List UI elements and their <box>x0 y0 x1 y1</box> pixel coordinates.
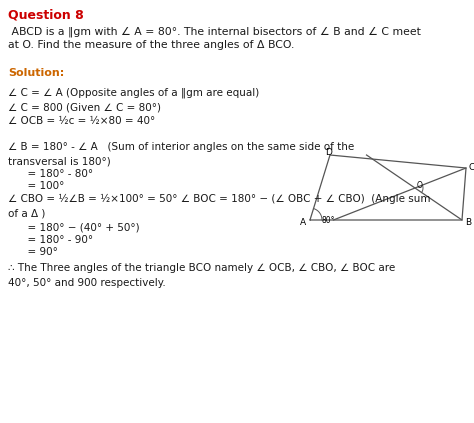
Text: = 180° - 90°: = 180° - 90° <box>8 235 93 245</box>
Text: = 100°: = 100° <box>8 181 64 191</box>
Text: ∠ C = 800 (Given ∠ C = 80°): ∠ C = 800 (Given ∠ C = 80°) <box>8 102 161 112</box>
Text: Solution:: Solution: <box>8 68 64 78</box>
Text: at O. Find the measure of the three angles of Δ BCO.: at O. Find the measure of the three angl… <box>8 40 294 50</box>
Text: D: D <box>326 148 332 157</box>
Text: O: O <box>417 181 423 190</box>
Text: = 180° - 80°: = 180° - 80° <box>8 169 93 179</box>
Text: 40°, 50° and 900 respectively.: 40°, 50° and 900 respectively. <box>8 278 166 288</box>
Text: transversal is 180°): transversal is 180°) <box>8 157 111 167</box>
Text: = 90°: = 90° <box>8 247 58 257</box>
Text: ABCD is a ‖gm with ∠ A = 80°. The internal bisectors of ∠ B and ∠ C meet: ABCD is a ‖gm with ∠ A = 80°. The intern… <box>8 26 421 36</box>
Text: B: B <box>465 218 471 227</box>
Text: ∠ B = 180° - ∠ A   (Sum of interior angles on the same side of the: ∠ B = 180° - ∠ A (Sum of interior angles… <box>8 142 354 152</box>
Text: A: A <box>300 218 306 227</box>
Text: ∠ C = ∠ A (Opposite angles of a ‖gm are equal): ∠ C = ∠ A (Opposite angles of a ‖gm are … <box>8 88 259 99</box>
Text: of a Δ ): of a Δ ) <box>8 209 46 219</box>
Text: 80°: 80° <box>322 216 336 225</box>
Text: ∠ OCB = ½c = ½×80 = 40°: ∠ OCB = ½c = ½×80 = 40° <box>8 116 155 126</box>
Text: ∠ CBO = ½∠B = ½×100° = 50° ∠ BOC = 180° − (∠ OBC + ∠ CBO)  (Angle sum: ∠ CBO = ½∠B = ½×100° = 50° ∠ BOC = 180° … <box>8 194 430 204</box>
Text: = 180° − (40° + 50°): = 180° − (40° + 50°) <box>8 222 140 232</box>
Text: ∴ The Three angles of the triangle BCO namely ∠ OCB, ∠ CBO, ∠ BOC are: ∴ The Three angles of the triangle BCO n… <box>8 263 395 273</box>
Text: Question 8: Question 8 <box>8 8 84 21</box>
Text: C: C <box>469 164 474 173</box>
